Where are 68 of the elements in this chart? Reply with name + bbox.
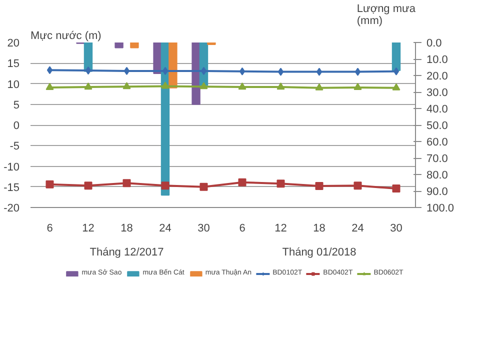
x-tick-label: 30: [390, 222, 402, 234]
bar: [168, 42, 178, 88]
point: [161, 182, 170, 190]
point: [354, 182, 362, 190]
y-tick-label: -5: [10, 140, 20, 153]
y-axis-title: Mực nước (m): [30, 30, 102, 42]
point: [122, 179, 131, 188]
y-tick-label: 0: [13, 120, 20, 132]
point: [46, 82, 54, 90]
bar: [392, 42, 401, 72]
point: [354, 68, 361, 76]
bar: [114, 42, 124, 48]
y2-tick-label: 100.0: [426, 202, 454, 214]
text: Tháng 01/2018: [282, 246, 356, 258]
y2-axis-title: Lượng mưa (mm): [356, 3, 416, 27]
point: [122, 82, 131, 90]
x-tick-label: 12: [274, 222, 287, 234]
point: [392, 184, 400, 193]
y-tick-label: 10: [7, 78, 20, 91]
point: [316, 68, 322, 76]
point: [354, 82, 362, 90]
point: [200, 82, 208, 90]
point: [278, 68, 284, 76]
x-tick-label: 6: [239, 222, 246, 234]
point: [238, 178, 246, 186]
point: [276, 180, 285, 188]
y2-tick-label: 50.0: [426, 120, 448, 132]
x-tick-label: 24: [352, 222, 364, 234]
x-tick-label: 12: [82, 222, 94, 234]
y2-tick-label: 90.0: [426, 186, 448, 198]
point: [46, 66, 53, 74]
point: [315, 83, 324, 90]
point: [315, 182, 324, 190]
point: [200, 66, 207, 75]
point: [392, 83, 400, 90]
y2-tick-label: 60.0: [426, 136, 448, 148]
point: [239, 67, 246, 76]
point: [46, 180, 54, 188]
point: [84, 182, 92, 190]
text: Tháng 12/2017: [90, 246, 164, 258]
y2-tick-label: 10.0: [426, 54, 448, 66]
x-tick-label: 18: [313, 222, 326, 234]
x-tick-label: 6: [46, 222, 53, 234]
point: [393, 67, 400, 76]
point: [162, 66, 168, 75]
point: [161, 82, 170, 89]
y-tick-label: 5: [13, 99, 20, 112]
y-tick-label: 20: [7, 38, 20, 50]
point: [124, 66, 130, 75]
y-tick-label: -15: [4, 182, 20, 194]
y2-tick-label: 20.0: [426, 70, 448, 82]
y2-tick-label: 40.0: [426, 104, 448, 116]
y2-tick-label: 0.0: [426, 38, 442, 50]
y-tick-label: -10: [4, 161, 20, 174]
x-tick-label: 24: [159, 222, 172, 234]
point: [276, 82, 285, 90]
y-tick-label: 15: [7, 58, 20, 70]
point: [85, 66, 92, 75]
bar: [130, 42, 139, 48]
y-tick-label: -20: [4, 202, 20, 214]
point: [84, 82, 92, 90]
y2-tick-label: 80.0: [426, 170, 448, 182]
point: [200, 182, 208, 191]
x-tick-label: 30: [198, 222, 210, 234]
y2-tick-label: 30.0: [426, 87, 448, 99]
point: [238, 82, 246, 90]
y2-tick-label: 70.0: [426, 153, 448, 165]
x-tick-label: 18: [120, 222, 133, 234]
